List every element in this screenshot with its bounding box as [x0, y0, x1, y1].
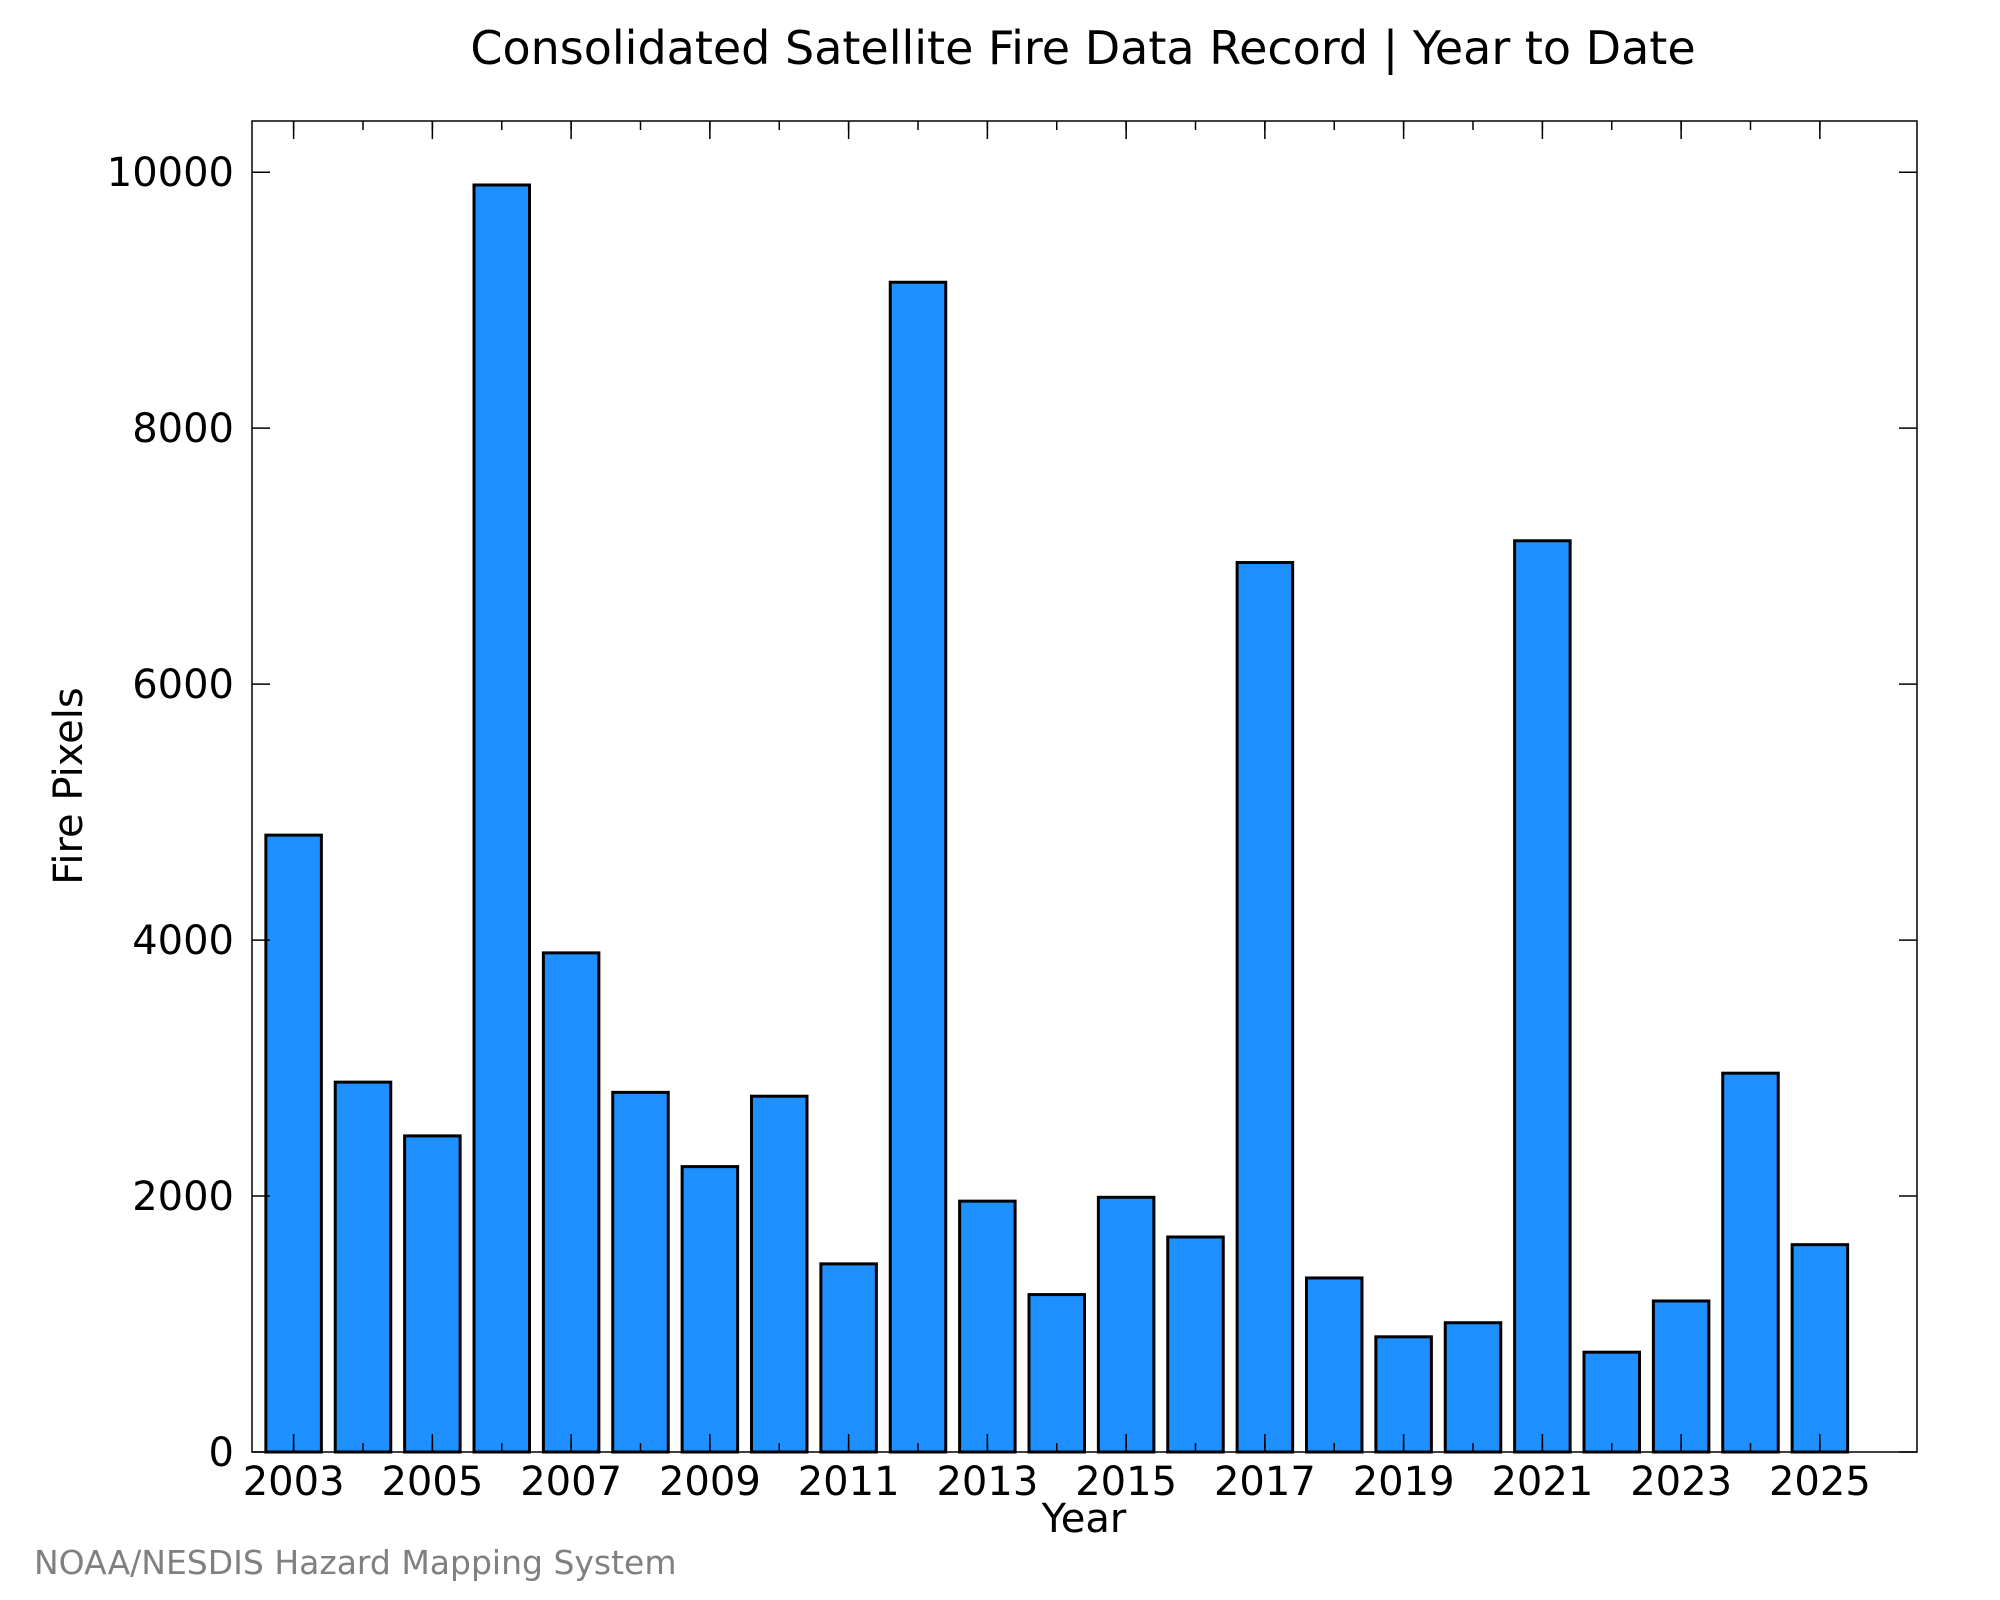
bar-2021	[1513, 539, 1572, 1454]
x-axis-label: Year	[1041, 1496, 1127, 1542]
bar-2020	[1443, 1321, 1503, 1454]
bar-2018	[1305, 1276, 1364, 1454]
bar-2003	[264, 833, 323, 1454]
bar-2012	[888, 280, 948, 1454]
y-tick-label: 8000	[132, 406, 234, 452]
bar-2016	[1166, 1235, 1225, 1454]
source-credit: NOAA/NESDIS Hazard Mapping System	[34, 1543, 677, 1582]
bar-2010	[750, 1094, 809, 1454]
x-tick-label: 2017	[1214, 1459, 1316, 1505]
bar-2009	[680, 1165, 740, 1454]
bar-2014	[1027, 1293, 1086, 1454]
x-tick-label: 2009	[659, 1459, 761, 1505]
x-tick-label: 2007	[520, 1459, 622, 1505]
bar-2024	[1721, 1071, 1780, 1454]
bar-2023	[1651, 1299, 1711, 1454]
bar-2013	[958, 1199, 1017, 1454]
axis-ticks: 0 2000 4000 6000 8000 10000 2003 2005 2007 2009 20…	[107, 121, 1917, 1505]
plot-frame	[251, 120, 1918, 1453]
bar-2022	[1582, 1350, 1641, 1454]
bar-2006	[472, 183, 531, 1454]
bar-2004	[333, 1080, 393, 1454]
y-tick-label: 6000	[132, 662, 234, 708]
bar-2008	[611, 1090, 670, 1454]
bar-2017	[1235, 561, 1295, 1454]
y-tick-label: 0	[209, 1430, 234, 1476]
bar-2015	[1096, 1195, 1156, 1454]
chart-title: Consolidated Satellite Fire Data Record …	[470, 21, 1695, 76]
x-tick-label: 2011	[798, 1459, 900, 1505]
x-tick-label: 2019	[1353, 1459, 1455, 1505]
x-tick-label: 2015	[1075, 1459, 1177, 1505]
bar-2011	[819, 1262, 878, 1454]
bar-2025	[1790, 1243, 1850, 1454]
x-tick-label: 2025	[1769, 1459, 1871, 1505]
y-tick-label: 4000	[132, 918, 234, 964]
y-axis-label: Fire Pixels	[46, 687, 92, 884]
x-tick-label: 2023	[1630, 1459, 1732, 1505]
x-tick-label: 2013	[936, 1459, 1038, 1505]
x-tick-label: 2005	[381, 1459, 483, 1505]
y-tick-label: 2000	[132, 1174, 234, 1220]
bars-group	[264, 183, 1850, 1454]
x-tick-label: 2003	[243, 1459, 345, 1505]
bar-2007	[541, 951, 601, 1454]
bar-2005	[403, 1134, 462, 1454]
y-tick-label: 10000	[107, 150, 234, 196]
x-tick-label: 2021	[1491, 1459, 1593, 1505]
